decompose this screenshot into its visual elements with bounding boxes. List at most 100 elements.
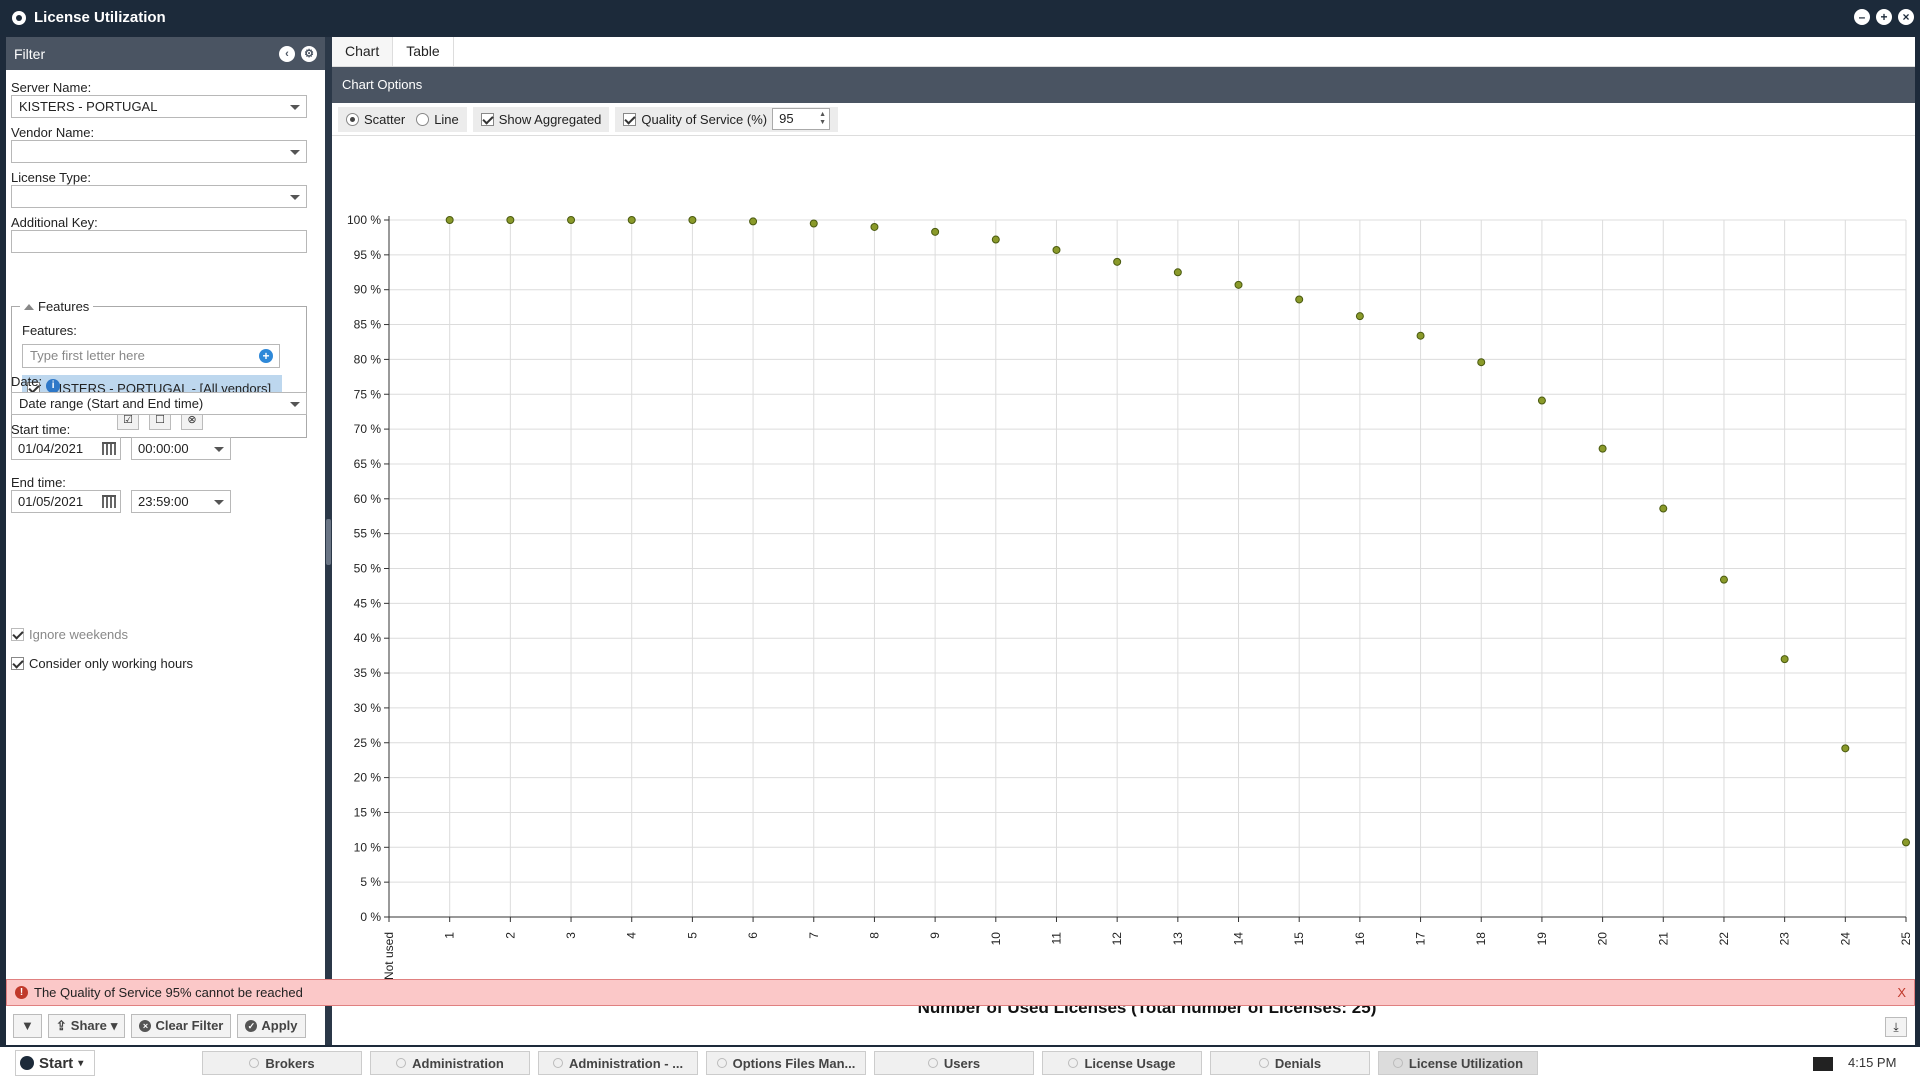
- x-tick-label: 22: [1717, 932, 1731, 946]
- ignore-weekends-label: Ignore weekends: [29, 627, 129, 642]
- taskbar-item-denials[interactable]: Denials: [1210, 1051, 1370, 1075]
- taskbar-item-label: License Utilization: [1408, 1055, 1524, 1071]
- taskbar-item-options-files[interactable]: Options Files Man...: [706, 1051, 866, 1075]
- features-search-input[interactable]: Type first letter here +: [22, 344, 280, 368]
- x-tick-label: 13: [1171, 932, 1185, 946]
- end-time-select[interactable]: 23:59:00: [131, 490, 231, 513]
- panel-splitter[interactable]: [325, 37, 332, 1045]
- server-name-value: KISTERS - PORTUGAL: [19, 99, 158, 114]
- data-point: [1719, 575, 1728, 584]
- x-tick-label: 14: [1232, 932, 1246, 946]
- x-tick-label: 3: [564, 932, 578, 939]
- y-tick-label: 95 %: [354, 248, 382, 262]
- show-aggregated-group[interactable]: Show Aggregated: [472, 106, 610, 132]
- calendar-icon[interactable]: [102, 442, 116, 455]
- title-bar: License Utilization – + ×: [0, 0, 1920, 35]
- data-point: [749, 217, 758, 226]
- y-tick-label: 90 %: [354, 283, 382, 297]
- working-hours-row[interactable]: Consider only working hours: [11, 656, 193, 671]
- close-button[interactable]: ×: [1898, 9, 1914, 25]
- download-button[interactable]: ⤓: [1885, 1017, 1907, 1037]
- minimize-button[interactable]: –: [1854, 9, 1870, 25]
- data-point: [445, 216, 454, 224]
- date-mode-select[interactable]: Date range (Start and End time): [11, 392, 307, 415]
- tab-chart[interactable]: Chart: [332, 37, 394, 66]
- vendor-name-select[interactable]: [11, 140, 307, 163]
- window-icon: [1068, 1058, 1079, 1068]
- data-point: [1780, 655, 1789, 664]
- x-tick-label: 16: [1353, 932, 1367, 946]
- scatter-label: Scatter: [364, 111, 406, 127]
- data-point: [1902, 838, 1910, 847]
- y-tick-label: 25 %: [354, 736, 382, 750]
- y-tick-label: 10 %: [354, 840, 382, 854]
- x-tick-label: 15: [1292, 932, 1306, 946]
- qos-checkbox[interactable]: [623, 112, 637, 126]
- start-date-value: 01/04/2021: [18, 441, 84, 456]
- gear-icon[interactable]: ⚙: [301, 45, 317, 62]
- end-date-input[interactable]: 01/05/2021: [11, 490, 121, 513]
- start-time-select[interactable]: 00:00:00: [131, 437, 231, 460]
- start-time-label: Start time:: [11, 422, 71, 437]
- taskbar-item-license-utilization[interactable]: License Utilization: [1378, 1051, 1538, 1075]
- window-icon: [396, 1058, 407, 1068]
- clear-filter-button[interactable]: × Clear Filter: [131, 1013, 232, 1038]
- scatter-radio[interactable]: [346, 112, 359, 126]
- data-point: [1295, 295, 1304, 304]
- start-button[interactable]: Start ▾: [15, 1050, 95, 1076]
- start-date-input[interactable]: 01/04/2021: [11, 437, 121, 460]
- qos-label: Quality of Service (%): [641, 111, 768, 127]
- qos-spinner[interactable]: 95 ▲ ▼: [772, 108, 831, 130]
- data-point: [1234, 280, 1243, 289]
- x-tick-label: 4: [625, 932, 639, 939]
- line-radio[interactable]: [416, 112, 430, 126]
- calendar-icon[interactable]: [102, 495, 116, 508]
- features-label: Features:: [22, 323, 77, 338]
- data-point: [991, 235, 1000, 244]
- start-time-value: 00:00:00: [138, 441, 189, 456]
- working-hours-checkbox[interactable]: [11, 657, 24, 670]
- error-message: The Quality of Service 95% cannot be rea…: [34, 985, 303, 1000]
- y-tick-label: 80 %: [354, 352, 382, 366]
- filter-panel: Filter ‹ ⚙ Server Name: KISTERS - PORTUG…: [6, 37, 325, 1045]
- taskbar-item-users[interactable]: Users: [874, 1051, 1034, 1075]
- add-icon[interactable]: +: [259, 349, 273, 363]
- app-logo-icon: [12, 10, 26, 25]
- data-point: [1537, 396, 1546, 405]
- taskbar-item-administration-2[interactable]: Administration - ...: [538, 1051, 698, 1075]
- date-label-wrap: Date: i: [11, 374, 61, 393]
- y-tick-label: 50 %: [354, 562, 382, 576]
- window-icon: [552, 1058, 563, 1068]
- chevron-down-icon: [214, 500, 224, 505]
- server-name-select[interactable]: KISTERS - PORTUGAL: [11, 95, 307, 118]
- ignore-weekends-checkbox[interactable]: [11, 628, 24, 641]
- error-close-button[interactable]: X: [1897, 985, 1906, 1000]
- mail-icon[interactable]: [1813, 1057, 1833, 1071]
- spinner-arrows-icon[interactable]: ▲ ▼: [819, 111, 827, 126]
- taskbar-item-brokers[interactable]: Brokers: [202, 1051, 362, 1075]
- features-legend[interactable]: Features: [20, 299, 94, 314]
- info-icon[interactable]: i: [46, 379, 61, 393]
- filter-toggle-button[interactable]: ▼: [13, 1013, 42, 1038]
- apply-button[interactable]: ✓ Apply: [237, 1013, 306, 1038]
- taskbar-item-label: Administration - ...: [568, 1055, 684, 1071]
- restore-button[interactable]: +: [1876, 9, 1892, 25]
- splitter-grip-icon[interactable]: [326, 519, 331, 565]
- collapse-left-icon[interactable]: ‹: [279, 45, 295, 62]
- license-type-select[interactable]: [11, 185, 307, 208]
- additional-key-input[interactable]: [11, 230, 307, 253]
- chart-type-group: Scatter Line: [338, 106, 467, 132]
- taskbar-item-license-usage[interactable]: License Usage: [1042, 1051, 1202, 1075]
- ignore-weekends-row[interactable]: Ignore weekends: [11, 627, 128, 642]
- y-tick-label: 60 %: [354, 492, 382, 506]
- tab-table[interactable]: Table: [393, 37, 454, 66]
- check-icon: ✓: [245, 1019, 258, 1032]
- share-button[interactable]: ⇪ Share ▾: [47, 1013, 126, 1038]
- funnel-icon: ▼: [21, 1018, 34, 1033]
- chevron-down-icon: [290, 150, 300, 155]
- show-aggregated-checkbox[interactable]: [480, 112, 494, 126]
- taskbar-item-label: Users: [943, 1055, 981, 1071]
- filter-title: Filter: [14, 45, 46, 62]
- taskbar-item-administration[interactable]: Administration: [370, 1051, 530, 1075]
- data-point: [1113, 257, 1122, 266]
